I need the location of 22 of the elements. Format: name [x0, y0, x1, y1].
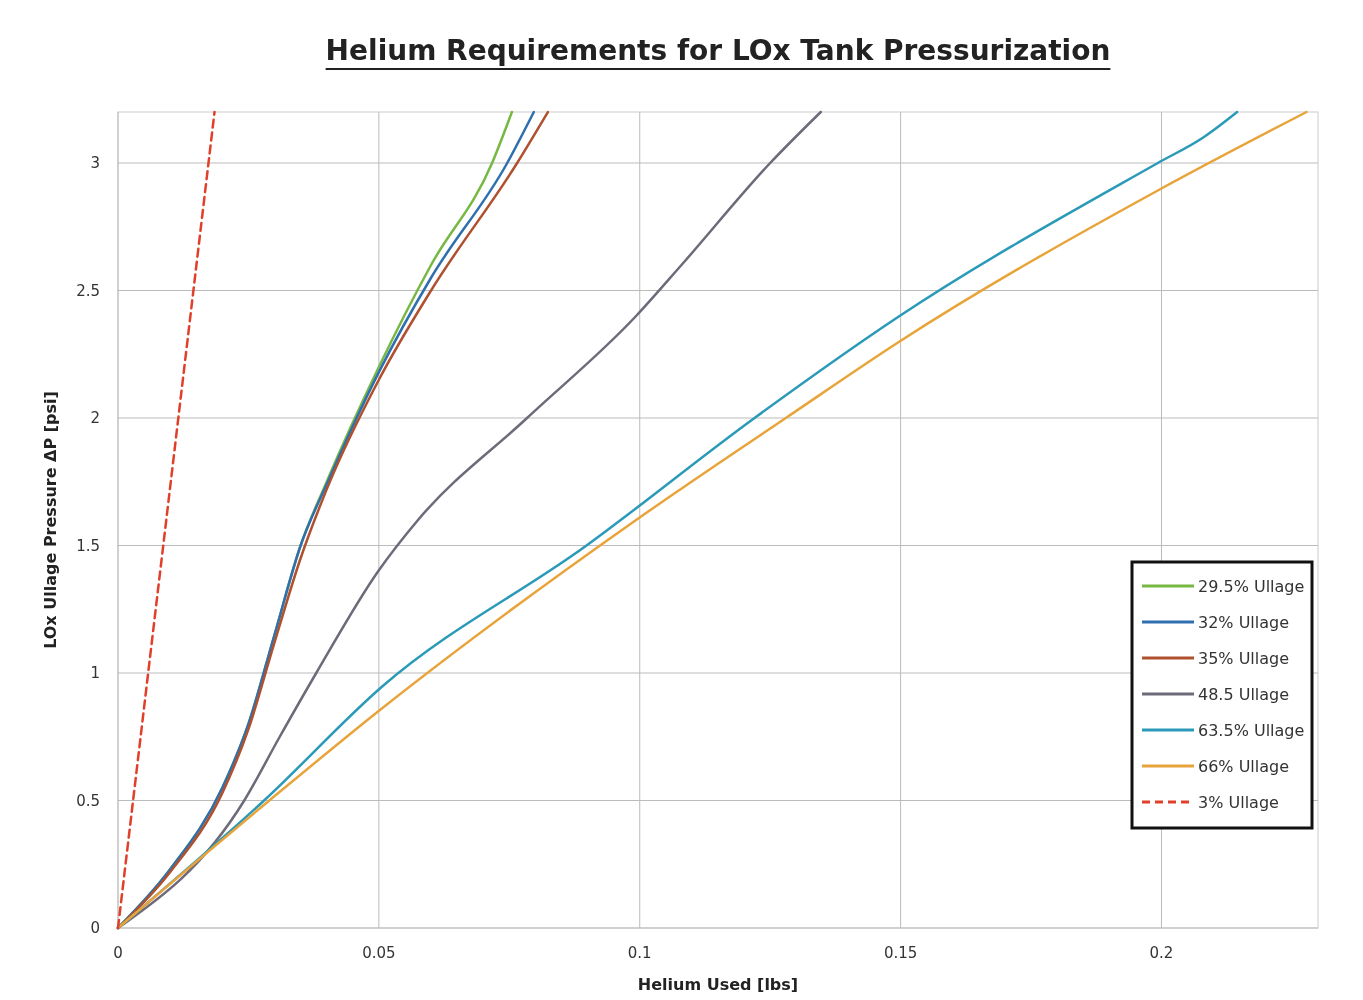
legend-label: 48.5 Ullage — [1198, 685, 1290, 704]
x-tick-label: 0.1 — [627, 944, 652, 962]
chart-title: Helium Requirements for LOx Tank Pressurization — [325, 34, 1111, 67]
x-tick-label: 0.2 — [1149, 944, 1174, 962]
x-axis-title: Helium Used [lbs] — [637, 975, 799, 994]
y-axis-title: LOx Ullage Pressure ΔP [psi] — [41, 391, 60, 649]
legend-label: 29.5% Ullage — [1198, 577, 1305, 596]
legend-label: 63.5% Ullage — [1198, 721, 1305, 740]
legend-label: 32% Ullage — [1198, 613, 1290, 632]
x-tick-label: 0.05 — [362, 944, 396, 962]
y-tick-label: 3 — [90, 154, 100, 172]
y-tick-label: 2 — [90, 409, 100, 427]
x-tick-label: 0 — [113, 944, 123, 962]
legend-label: 3% Ullage — [1198, 793, 1279, 812]
x-tick-label: 0.15 — [883, 944, 918, 962]
legend-label: 66% Ullage — [1198, 757, 1290, 776]
legend-label: 35% Ullage — [1198, 649, 1290, 668]
y-tick-label: 0.5 — [76, 791, 100, 810]
y-tick-label: 1 — [90, 664, 100, 682]
y-tick-label: 0 — [90, 919, 100, 937]
y-tick-label: 1.5 — [76, 536, 100, 555]
y-tick-label: 2.5 — [76, 281, 100, 300]
